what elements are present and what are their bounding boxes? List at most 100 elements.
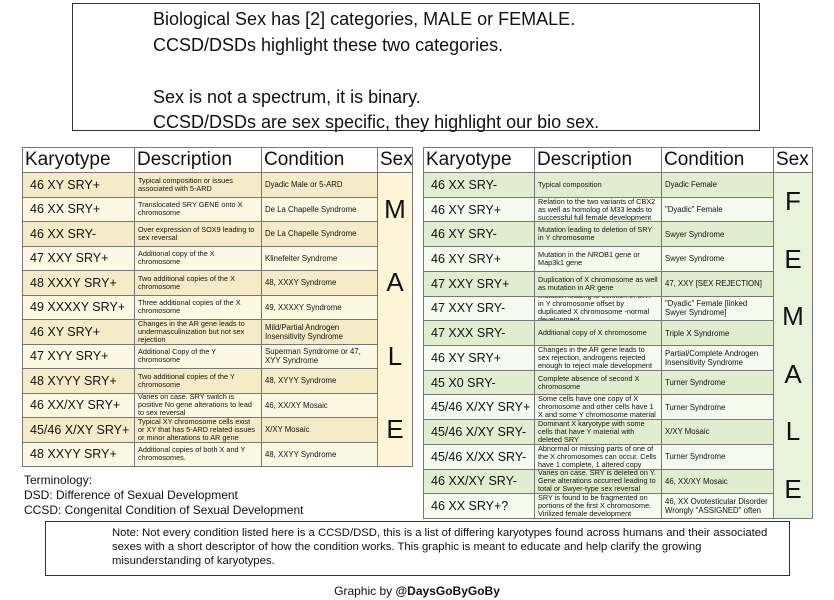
karyotype: 46 XX/XY SRY+ bbox=[23, 393, 134, 417]
description: Additional copy of X chromosome bbox=[535, 321, 661, 345]
credit-handle: @DaysGoByGoBy bbox=[395, 584, 500, 598]
description: Typical composition bbox=[535, 173, 661, 197]
description: Duplication of X chromosome as well as m… bbox=[535, 271, 661, 296]
description: Mutation in the NROB1 gene or Map3k1 gen… bbox=[535, 247, 661, 271]
condition: 46, XX/XY Mosaic bbox=[662, 469, 773, 494]
description: Translocated SRY GENE onto X chromosome bbox=[135, 197, 261, 221]
credit: Graphic by @DaysGoByGoBy bbox=[0, 584, 834, 598]
condition: "Dyadic" Female [linked Swyer Syndrome] bbox=[662, 296, 773, 321]
description: Three additional copies of the X chromos… bbox=[135, 295, 261, 319]
column-header: Description bbox=[535, 148, 661, 172]
karyotype: 45/46 X/XX SRY- bbox=[424, 444, 534, 469]
karyotype: 49 XXXXY SRY+ bbox=[23, 295, 134, 319]
condition: 48, XYYY Syndrome bbox=[262, 369, 377, 393]
description: Dominant X karyotype with some cells tha… bbox=[535, 420, 661, 444]
column-header: Karyotype bbox=[23, 148, 134, 172]
sex-letter: M bbox=[782, 301, 804, 332]
terminology-title: Terminology: bbox=[24, 473, 93, 487]
condition: Turner Syndrome bbox=[662, 395, 773, 420]
condition: Partial/Complete Androgen Insensitivity … bbox=[662, 345, 773, 370]
description: Additional Copy of the Y chromosome bbox=[135, 344, 261, 368]
karyotype: 46 XY SRY+ bbox=[424, 247, 534, 271]
karyotype: 46 XX SRY+? bbox=[424, 494, 534, 518]
karyotype: 47 XXY SRY+ bbox=[23, 246, 134, 270]
description: Typical XY chromosome cells exist or XY … bbox=[135, 418, 261, 442]
note: Note: Not every condition listed here is… bbox=[45, 521, 790, 576]
karyotype: 47 XXY SRY- bbox=[424, 296, 534, 321]
column-header: Sex bbox=[774, 148, 812, 172]
sex-letter: A bbox=[784, 358, 802, 389]
description: Complete absence of second X chromosome bbox=[535, 370, 661, 395]
header-line: Biological Sex has [2] categories, MALE … bbox=[153, 9, 576, 29]
terminology-line: CCSD: Congenital Condition of Sexual Dev… bbox=[24, 503, 304, 517]
terminology-line: DSD: Difference of Sexual Development bbox=[24, 488, 238, 502]
description: Mutation leading to deletion of SRY in Y… bbox=[535, 296, 661, 321]
description: Additional copies of both X and Y chromo… bbox=[135, 442, 261, 466]
karyotype: 46 XX SRY+ bbox=[23, 197, 134, 221]
karyotype: 47 XYY SRY+ bbox=[23, 344, 134, 368]
karyotype: 46 XX/XY SRY- bbox=[424, 469, 534, 494]
description: Some cells have one copy of X chromosome… bbox=[535, 395, 661, 420]
sex-letter: E bbox=[784, 473, 802, 504]
karyotype: 45/46 X/XY SRY- bbox=[424, 420, 534, 444]
karyotype: 46 XY SRY+ bbox=[23, 320, 134, 344]
header-line: Sex is not a spectrum, it is binary. bbox=[153, 87, 421, 107]
description: Two additional copies of the X chromosom… bbox=[135, 271, 261, 295]
karyotype: 45 X0 SRY- bbox=[424, 370, 534, 395]
condition: 48, XXXY Syndrome bbox=[262, 271, 377, 295]
karyotype: 46 XY SRY+ bbox=[424, 345, 534, 370]
condition: De La Chapelle Syndrome bbox=[262, 197, 377, 221]
karyotype: 47 XXX SRY- bbox=[424, 321, 534, 345]
karyotype: 46 XX SRY- bbox=[23, 222, 134, 246]
column-header: Condition bbox=[662, 148, 773, 172]
condition: Swyer Syndrome bbox=[662, 222, 773, 247]
sex-letter: L bbox=[387, 340, 403, 371]
description: Relation to the two variants of CBX2 as … bbox=[535, 197, 661, 222]
description: SRY is found to be fragmented on portion… bbox=[535, 494, 661, 518]
sex-letter: F bbox=[785, 186, 801, 217]
sex-column: M A L E bbox=[378, 173, 412, 466]
header-line: CCSD/DSDs are sex specific, they highlig… bbox=[153, 112, 600, 132]
condition: De La Chapelle Syndrome bbox=[262, 222, 377, 246]
column-header: Sex bbox=[378, 148, 412, 172]
condition: Dyadic Female bbox=[662, 173, 773, 197]
female-table: Karyotype Description Condition Sex 46 XX SR… bbox=[423, 147, 813, 519]
condition: Turner Syndrome bbox=[662, 444, 773, 469]
karyotype: 46 XY SRY+ bbox=[424, 197, 534, 222]
condition: X/XY Mosaic bbox=[662, 420, 773, 444]
column-header: Karyotype bbox=[424, 148, 534, 172]
description: Additional copy of the X chromosome bbox=[135, 246, 261, 270]
condition: Dyadic Male or 5-ARD bbox=[262, 173, 377, 197]
credit-prefix: Graphic by bbox=[334, 584, 393, 598]
condition: 47, XXY [SEX REJECTION] bbox=[662, 271, 773, 296]
sex-letter: E bbox=[784, 243, 802, 274]
karyotype: 48 XYYY SRY+ bbox=[23, 369, 134, 393]
description: Two additional copies of the Y chromosom… bbox=[135, 369, 261, 393]
terminology: Terminology: DSD: Difference of Sexual D… bbox=[24, 473, 304, 518]
column-header: Condition bbox=[262, 148, 377, 172]
sex-letter: E bbox=[386, 413, 404, 444]
karyotype: 46 XX SRY- bbox=[424, 173, 534, 197]
condition: Klinefelter Syndrome bbox=[262, 246, 377, 270]
karyotype: 48 XXYY SRY+ bbox=[23, 442, 134, 466]
description: Mutation leading to deletion of SRY in Y… bbox=[535, 222, 661, 247]
header-line: CCSD/DSDs highlight these two categories… bbox=[153, 35, 504, 55]
karyotype: 47 XXY SRY+ bbox=[424, 271, 534, 296]
description: Over expression of SOX9 leading to sex r… bbox=[135, 222, 261, 246]
description: Varies on case. SRY is deleted on Y. Gen… bbox=[535, 469, 661, 494]
condition: 46, XX Ovotesticular Disorder Wrongly "A… bbox=[662, 494, 773, 518]
condition: 46, XX/XY Mosaic bbox=[262, 393, 377, 417]
description: Changes in the AR gene leads to undermas… bbox=[135, 320, 261, 344]
description: Changes in the AR gene leads to sex reje… bbox=[535, 345, 661, 370]
karyotype: 46 XY SRY+ bbox=[23, 173, 134, 197]
karyotype: 45/46 X/XY SRY+ bbox=[424, 395, 534, 420]
column-header: Description bbox=[135, 148, 261, 172]
condition: Turner Syndrome bbox=[662, 370, 773, 395]
karyotype: 46 XY SRY- bbox=[424, 222, 534, 247]
sex-letter: M bbox=[384, 194, 406, 225]
condition: 48, XXYY Syndrome bbox=[262, 442, 377, 466]
condition: 49, XXXXY Syndrome bbox=[262, 295, 377, 319]
male-table: Karyotype Description Condition Sex 46 XY SR… bbox=[22, 147, 413, 467]
